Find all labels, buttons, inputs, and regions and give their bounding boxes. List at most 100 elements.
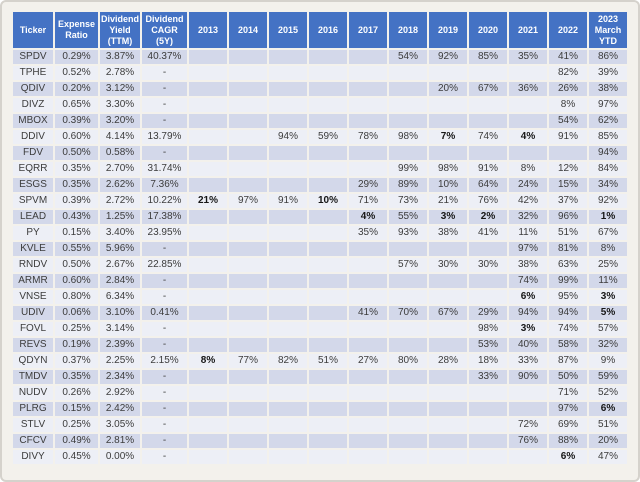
cell-rndv-year-0 [189,258,227,273]
cell-mbox-year-1 [229,114,267,129]
cell-stlv-ticker: STLV [13,418,53,433]
cell-vnse-year-4 [349,290,387,305]
cell-fdv-year-3 [309,146,347,161]
cell-vnse-year-7 [469,290,507,305]
cell-qdiv-year-2 [269,82,307,97]
table-body: SPDV 0.29% 3.87% 40.37% 54% 92% 85% 35% 41% 86% TP… [13,50,627,465]
cell-esgs-year-10: 34% [589,178,627,193]
cell-udiv-dividend_yield_ttm: 3.10% [100,306,140,321]
column-header-dividend_cagr_5y: Dividend CAGR (5Y) [142,12,187,49]
cell-plrg-year-10: 6% [589,402,627,417]
cell-mbox-year-2 [269,114,307,129]
cell-qdyn-year-10: 9% [589,354,627,369]
cell-nudv-year-8 [509,386,547,401]
cell-revs-dividend_cagr_5y: - [142,338,187,353]
cell-plrg-year-2 [269,402,307,417]
cell-lead-year-0 [189,210,227,225]
cell-udiv-year-4: 41% [349,306,387,321]
cell-fovl-year-2 [269,322,307,337]
table-row-lead: LEAD 0.43% 1.25% 17.38% 4% 55% 3% 2% 32% 96% 1% [13,210,627,225]
cell-tphe-dividend_yield_ttm: 2.78% [100,66,140,81]
cell-spdv-year-1 [229,50,267,65]
cell-tphe-year-2 [269,66,307,81]
cell-revs-year-6 [429,338,467,353]
cell-divz-year-10: 97% [589,98,627,113]
cell-stlv-year-9: 69% [549,418,587,433]
cell-udiv-year-8: 94% [509,306,547,321]
cell-rndv-year-9: 63% [549,258,587,273]
cell-py-year-7: 41% [469,226,507,241]
cell-mbox-ticker: MBOX [13,114,53,129]
cell-spvm-dividend_cagr_5y: 10.22% [142,194,187,209]
cell-esgs-dividend_cagr_5y: 7.36% [142,178,187,193]
cell-qdyn-year-9: 87% [549,354,587,369]
cell-divy-year-2 [269,450,307,465]
cell-qdiv-year-7: 67% [469,82,507,97]
cell-spdv-year-4 [349,50,387,65]
cell-cfcv-year-3 [309,434,347,449]
cell-udiv-year-0 [189,306,227,321]
cell-py-year-5: 93% [389,226,427,241]
cell-divy-ticker: DIVY [13,450,53,465]
cell-divz-year-9: 8% [549,98,587,113]
cell-divy-year-0 [189,450,227,465]
column-header-year-6: 2019 [429,12,467,49]
cell-nudv-year-10: 52% [589,386,627,401]
etf-dividend-table: Ticker Expense Ratio Dividend Yield (TTM) D… [11,10,629,466]
cell-udiv-year-9: 94% [549,306,587,321]
cell-qdyn-year-6: 28% [429,354,467,369]
cell-qdyn-dividend_yield_ttm: 2.25% [100,354,140,369]
cell-spvm-year-5: 73% [389,194,427,209]
cell-fovl-year-10: 57% [589,322,627,337]
cell-divy-year-7 [469,450,507,465]
column-header-year-7: 2020 [469,12,507,49]
cell-mbox-expense_ratio: 0.39% [55,114,98,129]
cell-spdv-year-6: 92% [429,50,467,65]
cell-udiv-year-7: 29% [469,306,507,321]
cell-ddiv-ticker: DDIV [13,130,53,145]
cell-divz-year-5 [389,98,427,113]
cell-lead-year-1 [229,210,267,225]
cell-divy-expense_ratio: 0.45% [55,450,98,465]
cell-ddiv-dividend_yield_ttm: 4.14% [100,130,140,145]
cell-nudv-year-9: 71% [549,386,587,401]
cell-qdyn-expense_ratio: 0.37% [55,354,98,369]
cell-mbox-year-4 [349,114,387,129]
cell-divz-dividend_cagr_5y: - [142,98,187,113]
cell-py-year-0 [189,226,227,241]
cell-ddiv-year-8: 4% [509,130,547,145]
cell-esgs-year-2 [269,178,307,193]
cell-plrg-dividend_cagr_5y: - [142,402,187,417]
cell-tphe-year-6 [429,66,467,81]
table-row-qdiv: QDIV 0.20% 3.12% - 20% 67% 36% 26% 38% [13,82,627,97]
cell-cfcv-expense_ratio: 0.49% [55,434,98,449]
cell-qdyn-year-5: 80% [389,354,427,369]
cell-revs-year-3 [309,338,347,353]
cell-fovl-year-8: 3% [509,322,547,337]
cell-kvle-year-5 [389,242,427,257]
cell-fovl-year-4 [349,322,387,337]
cell-esgs-ticker: ESGS [13,178,53,193]
cell-fdv-year-9 [549,146,587,161]
cell-nudv-year-1 [229,386,267,401]
cell-vnse-dividend_yield_ttm: 6.34% [100,290,140,305]
cell-cfcv-dividend_yield_ttm: 2.81% [100,434,140,449]
cell-qdiv-year-10: 38% [589,82,627,97]
cell-fdv-year-2 [269,146,307,161]
cell-nudv-expense_ratio: 0.26% [55,386,98,401]
cell-ddiv-year-9: 91% [549,130,587,145]
table-row-revs: REVS 0.19% 2.39% - 53% 40% 58% 32% [13,338,627,353]
cell-rndv-year-3 [309,258,347,273]
cell-tmdv-year-7: 33% [469,370,507,385]
cell-qdyn-dividend_cagr_5y: 2.15% [142,354,187,369]
cell-tphe-year-1 [229,66,267,81]
cell-fovl-year-5 [389,322,427,337]
cell-rndv-year-1 [229,258,267,273]
cell-vnse-year-3 [309,290,347,305]
cell-revs-year-5 [389,338,427,353]
cell-tphe-year-5 [389,66,427,81]
cell-qdiv-expense_ratio: 0.20% [55,82,98,97]
cell-fovl-dividend_yield_ttm: 3.14% [100,322,140,337]
cell-ddiv-dividend_cagr_5y: 13.79% [142,130,187,145]
cell-py-year-2 [269,226,307,241]
